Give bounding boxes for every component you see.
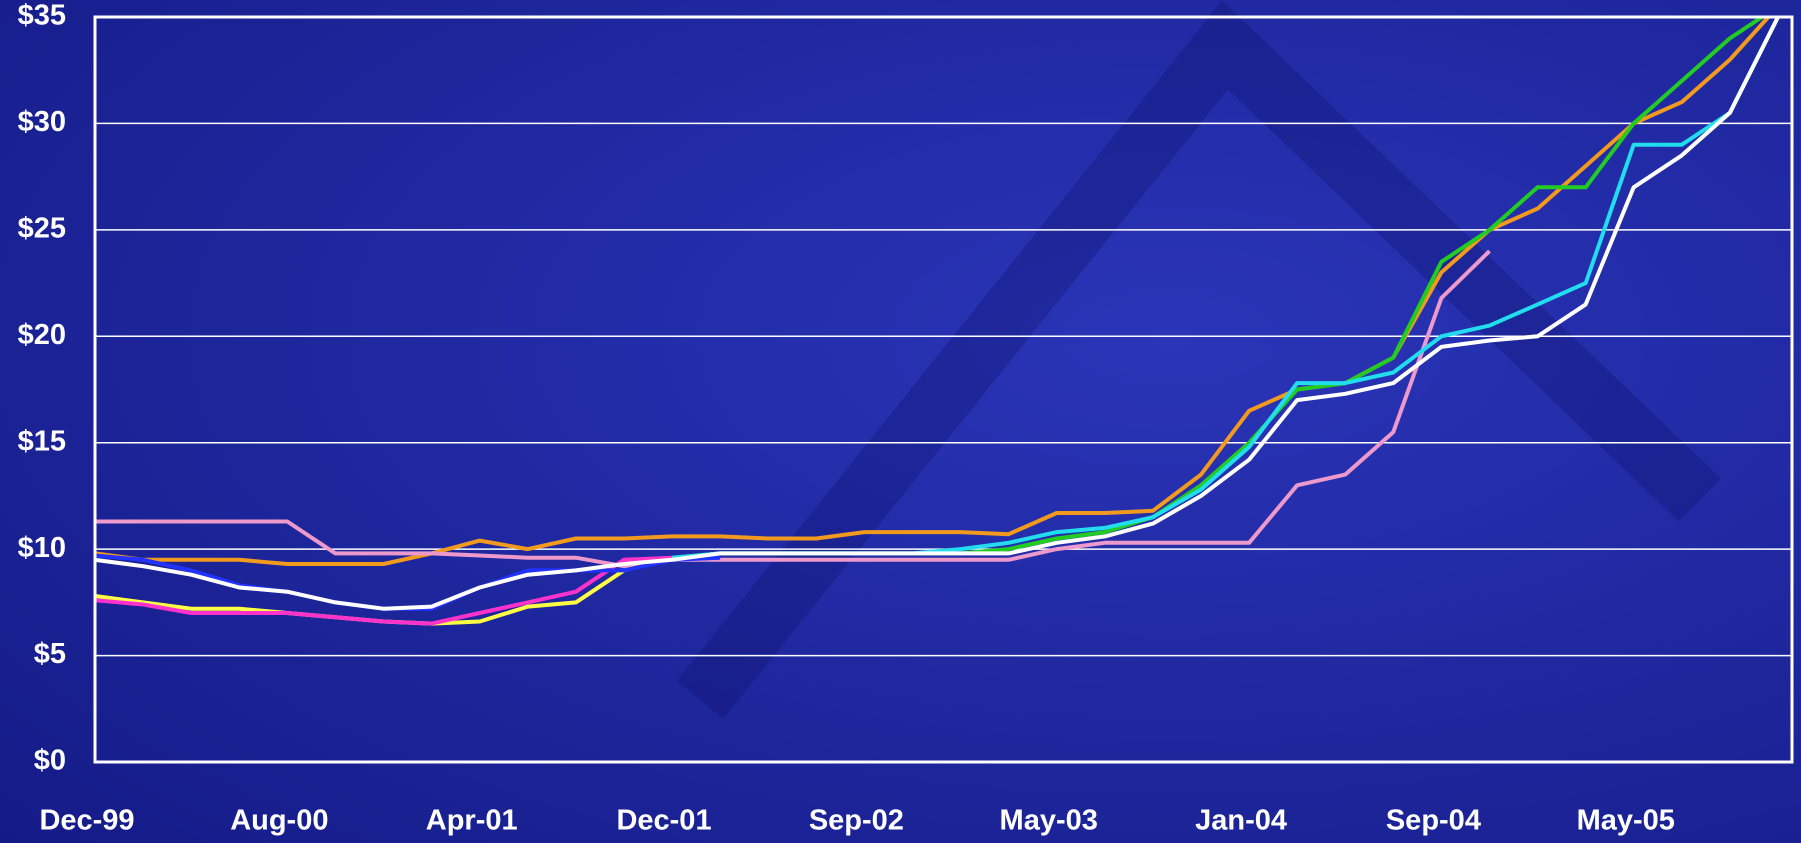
- x-tick-label: Apr-01: [426, 805, 518, 837]
- y-tick-label: $35: [18, 0, 66, 32]
- y-tick-label: $10: [18, 532, 66, 564]
- y-tick-label: $5: [34, 638, 66, 670]
- series-line: [95, 555, 673, 626]
- x-tick-label: Jan-04: [1195, 805, 1287, 837]
- x-tick-label: Sep-02: [809, 805, 904, 837]
- y-tick-label: $15: [18, 425, 66, 457]
- x-tick-label: Dec-99: [39, 805, 134, 837]
- x-tick-label: Aug-00: [230, 805, 328, 837]
- x-tick-label: May-03: [1000, 805, 1098, 837]
- decor: [676, 0, 1721, 719]
- y-tick-label: $0: [34, 745, 66, 777]
- x-tick-label: May-05: [1577, 805, 1675, 837]
- y-tick-label: $20: [18, 319, 66, 351]
- series-line: [95, 17, 1780, 611]
- plot-border: [93, 15, 1794, 764]
- plot-area: [95, 17, 1792, 762]
- y-tick-label: $25: [18, 213, 66, 245]
- y-tick-label: $30: [18, 106, 66, 138]
- x-tick-label: Dec-01: [616, 805, 711, 837]
- x-tick-label: Sep-04: [1386, 805, 1481, 837]
- series-line: [95, 249, 1491, 569]
- series-line: [95, 17, 1772, 566]
